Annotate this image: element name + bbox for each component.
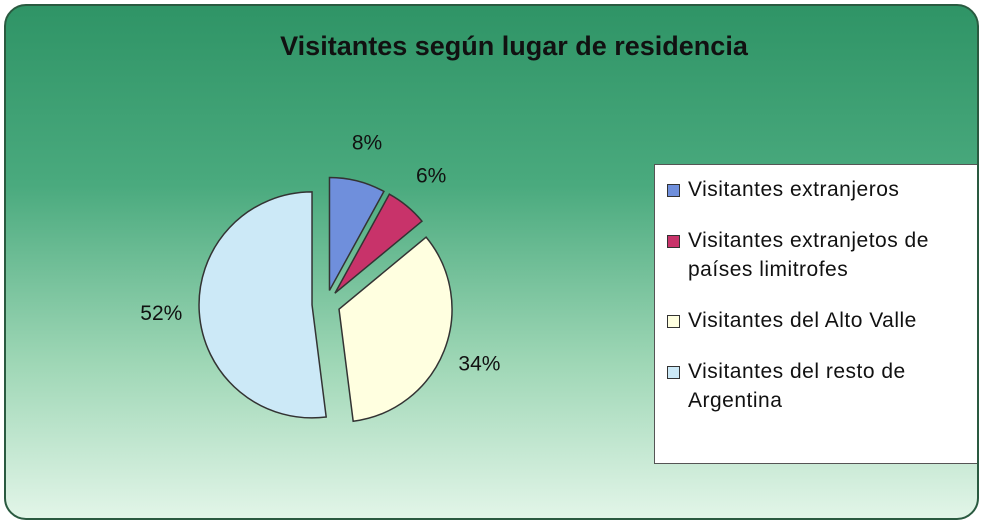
legend-label: Visitantes del Alto Valle [688,309,917,332]
pie-slice [328,176,385,291]
legend: Visitantes extranjeros Visitantes extranj… [654,164,977,464]
data-label: 52% [140,302,182,325]
legend-label: Visitantes extranjeros [688,178,900,201]
legend-swatch [667,184,680,197]
legend-swatch [667,315,680,328]
legend-label: Visitantes del resto de Argentina [688,360,906,412]
data-label: 8% [352,132,382,155]
legend-item: Visitantes del Alto Valle [665,306,977,335]
legend-item: Visitantes extranjetos de países limitro… [665,226,977,284]
legend-swatch [667,366,680,379]
pie-slice [334,193,424,294]
pie-slice [198,191,328,419]
data-label: 6% [416,164,446,187]
chart: Visitantes según lugar de residencia 8% 6… [140,31,749,423]
chart-title: Visitantes según lugar de residencia [280,31,749,61]
legend-label: Visitantes extranjetos de países limitro… [688,229,929,281]
data-label: 34% [458,352,500,375]
legend-swatch [667,235,680,248]
pie-slice [338,236,453,423]
chart-panel: Visitantes según lugar de residencia 8% 6… [4,4,979,520]
legend-item: Visitantes extranjeros [665,175,977,204]
legend-item: Visitantes del resto de Argentina [665,357,977,415]
